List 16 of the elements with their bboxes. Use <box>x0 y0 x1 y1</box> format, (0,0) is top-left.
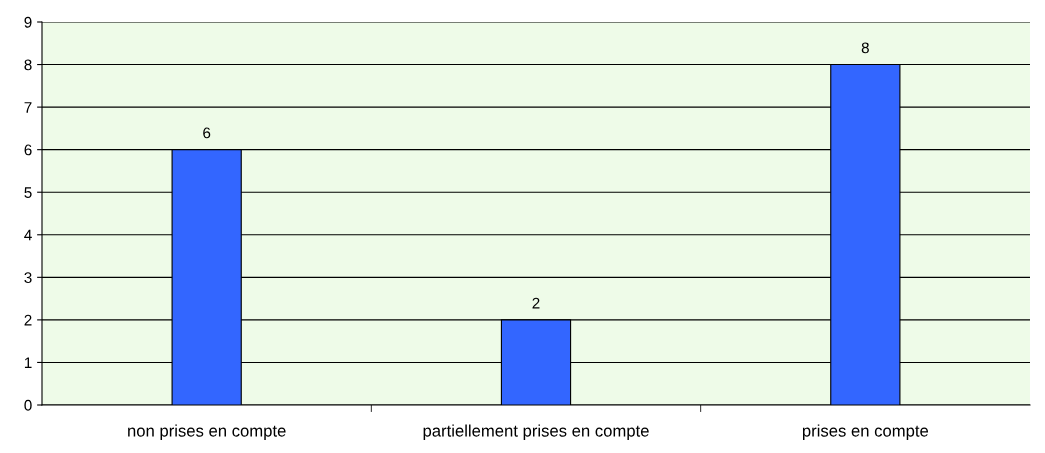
data-label: 2 <box>532 297 540 309</box>
y-tick-label: 1 <box>24 357 32 368</box>
x-tick-label: partiellement prises en compte <box>423 424 649 440</box>
y-tick-label: 0 <box>24 399 32 411</box>
y-tick-label: 6 <box>24 144 32 156</box>
y-tick-label: 9 <box>24 16 32 28</box>
y-tick-label: 3 <box>24 272 32 284</box>
data-label: 8 <box>861 42 869 54</box>
y-tick-label: 2 <box>24 314 32 326</box>
y-tick-label: 7 <box>24 102 32 113</box>
y-tick-label: 4 <box>24 229 32 241</box>
data-label: 6 <box>203 127 211 139</box>
x-tick-label: non prises en compte <box>128 424 286 440</box>
x-tick-label: prises en compte <box>802 424 929 440</box>
y-tick-label: 8 <box>24 59 32 71</box>
y-tick-label: 5 <box>24 187 32 198</box>
